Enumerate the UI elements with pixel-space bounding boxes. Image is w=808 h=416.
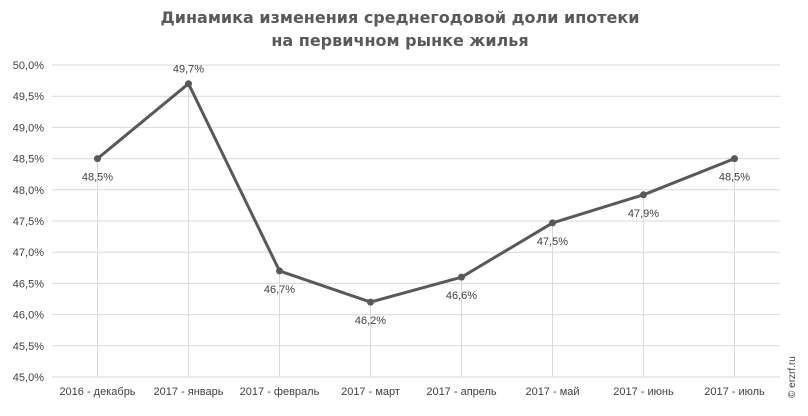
- y-tick-label: 47,5%: [13, 216, 44, 228]
- drop-lines: [97, 83, 735, 377]
- y-tick-label: 47,0%: [13, 247, 44, 259]
- data-label: 47,5%: [537, 236, 568, 248]
- x-tick-label: 2017 - апрель: [426, 386, 497, 398]
- y-tick-label: 46,5%: [13, 278, 44, 290]
- data-points: [94, 80, 738, 306]
- data-labels: 48,5% 49,7% 46,7% 46,2% 46,6% 47,5% 47,9% 48,5%: [82, 64, 750, 327]
- data-point: [185, 80, 192, 88]
- data-label: 48,5%: [82, 172, 113, 184]
- data-label: 49,7%: [173, 64, 204, 76]
- y-tick-label: 48,5%: [13, 154, 44, 166]
- x-tick-label: 2017 - май: [525, 386, 579, 398]
- data-point: [276, 267, 283, 275]
- data-point: [549, 219, 556, 227]
- x-tick-label: 2017 - июль: [704, 386, 765, 398]
- series-line-group: [96, 82, 736, 304]
- chart-title-line-2: на первичном рынке жилья: [271, 31, 528, 50]
- y-tick-label: 49,0%: [13, 122, 44, 134]
- chart-title-line-1: Динамика изменения среднегодовой доли ип…: [161, 8, 640, 27]
- y-tick-label: 46,0%: [13, 310, 44, 322]
- x-tick-label: 2017 - июнь: [613, 386, 674, 398]
- data-point: [367, 298, 374, 306]
- y-axis: 45,0% 45,5% 46,0% 46,5% 47,0% 47,5% 48,0% 48,5%…: [13, 60, 44, 384]
- x-tick-label: 2017 - январь: [154, 386, 224, 398]
- series-line: [96, 82, 736, 304]
- x-tick-label: 2017 - февраль: [240, 386, 320, 398]
- y-tick-label: 45,0%: [13, 372, 44, 384]
- watermark: © erzrf.ru: [787, 356, 798, 398]
- data-point: [640, 191, 647, 199]
- y-tick-label: 49,5%: [13, 91, 44, 103]
- data-point: [94, 155, 101, 163]
- data-point: [731, 155, 738, 163]
- x-axis: 2016 - декабрь 2017 - январь 2017 - феврал…: [59, 386, 765, 398]
- data-label: 46,7%: [264, 284, 295, 296]
- x-tick-label: 2016 - декабрь: [59, 386, 135, 398]
- x-tick-label: 2017 - март: [341, 386, 400, 398]
- data-label: 46,2%: [355, 315, 386, 327]
- y-tick-label: 50,0%: [13, 60, 44, 72]
- data-label: 47,9%: [628, 208, 659, 220]
- data-label: 46,6%: [446, 290, 477, 302]
- y-tick-label: 45,5%: [13, 341, 44, 353]
- y-tick-label: 48,0%: [13, 185, 44, 197]
- data-label: 48,5%: [719, 172, 750, 184]
- gridlines: [52, 64, 780, 378]
- data-point: [458, 273, 465, 281]
